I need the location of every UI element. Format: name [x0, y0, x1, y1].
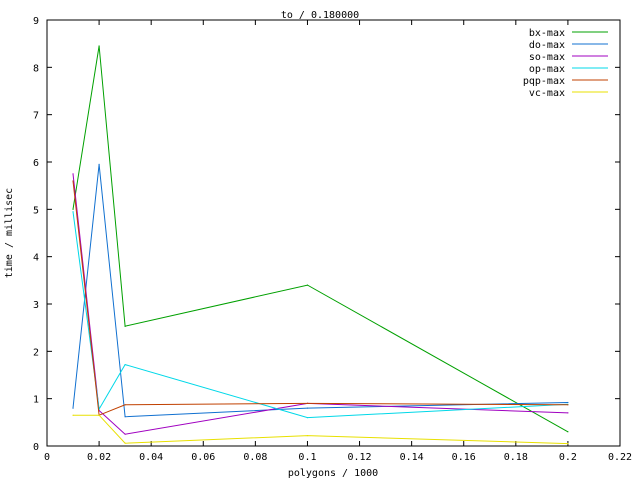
y-tick-label: 5	[33, 205, 39, 216]
x-tick-label: 0.02	[87, 452, 111, 463]
legend-label: op-max	[529, 64, 565, 75]
x-tick-label: 0.04	[139, 452, 163, 463]
x-tick-label: 0.14	[400, 452, 424, 463]
x-tick-label: 0.18	[504, 452, 528, 463]
y-tick-label: 7	[33, 111, 39, 122]
data-point-so-max	[72, 173, 74, 175]
data-point-vc-max	[567, 443, 569, 445]
series-line-vc-max	[73, 414, 568, 445]
axis-ticks: 0 0.02 0.04 0.06 0.08 0.1 0.12 0.14 0.16 0.18 0.2 0…	[33, 16, 632, 463]
y-tick-label: 6	[33, 158, 39, 169]
legend-label: pqp-max	[523, 76, 565, 87]
data-point-vc-max	[98, 414, 100, 416]
x-tick-label: 0.2	[559, 452, 577, 463]
data-point-bx-max	[124, 325, 126, 327]
y-axis-label: time / millisec	[4, 188, 15, 278]
x-tick-label: 0.08	[243, 452, 267, 463]
legend-label: do-max	[529, 40, 565, 51]
data-point-do-max	[124, 416, 126, 418]
series-line-so-max	[72, 173, 568, 435]
data-point-vc-max	[72, 414, 74, 416]
data-point-do-max	[72, 407, 74, 409]
chart-title: to / 0.180000	[281, 10, 359, 21]
legend-label: so-max	[529, 52, 565, 63]
data-point-vc-max	[124, 442, 126, 444]
data-point-so-max	[124, 433, 126, 435]
data-point-do-max	[567, 401, 569, 404]
data-point-pqp-max	[567, 404, 569, 406]
series-line-bx-max	[72, 45, 569, 433]
series-lines	[72, 45, 569, 445]
x-tick-label: 0.1	[298, 452, 316, 463]
x-tick-label: 0.06	[191, 452, 215, 463]
y-tick-label: 2	[33, 347, 39, 358]
x-tick-label: 0.22	[608, 452, 632, 463]
data-point-pqp-max	[72, 180, 74, 182]
y-tick-label: 3	[33, 300, 39, 311]
data-point-so-max	[567, 412, 569, 414]
legend-label: bx-max	[529, 28, 565, 39]
x-tick-label: 0	[44, 452, 50, 463]
data-point-do-max	[306, 407, 309, 409]
data-point-vc-max	[306, 434, 309, 437]
data-point-op-max	[124, 363, 126, 366]
y-tick-label: 8	[33, 63, 39, 74]
x-axis-label: polygons / 1000	[288, 468, 378, 479]
y-tick-label: 1	[33, 395, 39, 406]
data-point-pqp-max	[124, 404, 126, 406]
data-point-bx-max	[567, 431, 569, 433]
x-tick-label: 0.12	[347, 452, 371, 463]
y-tick-label: 0	[33, 442, 39, 453]
data-point-op-max	[306, 417, 309, 419]
legend-label: vc-max	[529, 88, 565, 99]
y-tick-label: 4	[33, 253, 39, 264]
data-point-pqp-max	[306, 402, 309, 404]
data-point-bx-max	[98, 45, 100, 47]
data-point-bx-max	[72, 208, 74, 210]
series-line-pqp-max	[72, 180, 568, 416]
plot-frame	[46, 19, 621, 447]
series-line-op-max	[72, 211, 568, 419]
x-tick-label: 0.16	[452, 452, 476, 463]
series-line-do-max	[72, 164, 568, 418]
data-point-bx-max	[306, 284, 309, 286]
y-tick-label: 9	[33, 16, 39, 27]
data-point-do-max	[98, 163, 100, 165]
data-point-op-max	[72, 211, 74, 213]
